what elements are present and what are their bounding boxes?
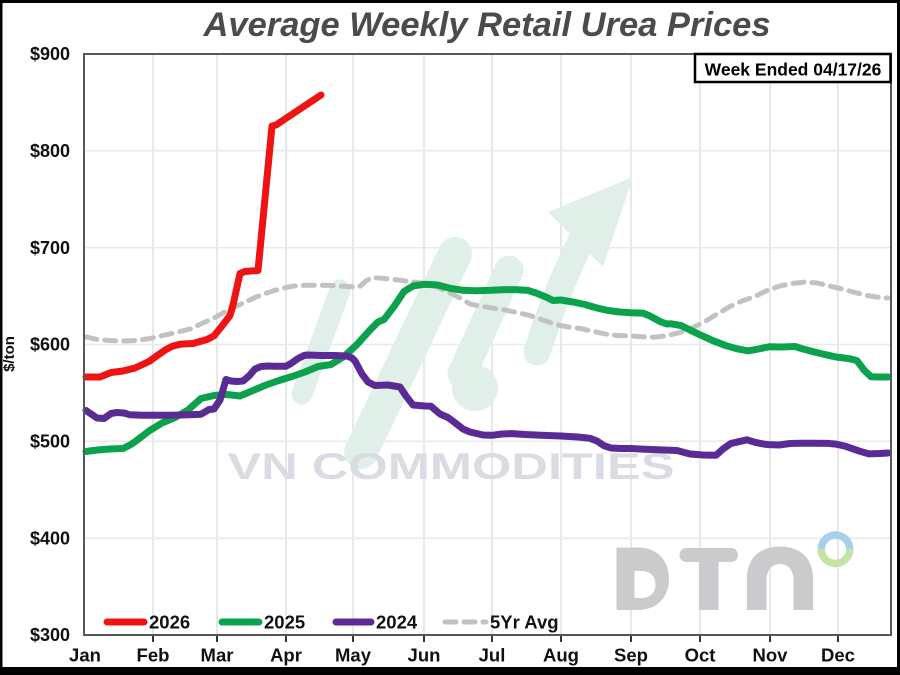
svg-text:Mar: Mar: [201, 645, 234, 666]
svg-text:Week Ended 04/17/26: Week Ended 04/17/26: [705, 60, 882, 80]
svg-text:2026: 2026: [149, 612, 190, 633]
svg-text:$600: $600: [30, 335, 70, 355]
svg-text:Jul: Jul: [479, 645, 506, 666]
svg-text:$800: $800: [30, 141, 70, 161]
svg-text:May: May: [335, 645, 372, 666]
svg-text:$700: $700: [30, 238, 70, 258]
svg-text:Jan: Jan: [69, 645, 101, 666]
svg-text:5Yr Avg: 5Yr Avg: [490, 612, 559, 633]
svg-text:$400: $400: [30, 528, 70, 548]
svg-text:VN COMMODITIES: VN COMMODITIES: [228, 446, 675, 487]
svg-text:2025: 2025: [264, 612, 305, 633]
svg-text:Oct: Oct: [685, 645, 716, 666]
svg-text:Feb: Feb: [137, 645, 170, 666]
svg-text:Average Weekly Retail Urea Pri: Average Weekly Retail Urea Prices: [202, 6, 770, 44]
svg-text:Dec: Dec: [821, 645, 855, 666]
svg-text:Apr: Apr: [270, 645, 302, 666]
svg-text:$/ton: $/ton: [1, 336, 18, 372]
svg-text:$500: $500: [30, 432, 70, 452]
svg-text:$900: $900: [30, 44, 70, 64]
svg-text:Nov: Nov: [753, 645, 789, 666]
svg-text:Aug: Aug: [543, 645, 579, 666]
svg-text:Jun: Jun: [408, 645, 441, 666]
svg-text:2024: 2024: [376, 612, 418, 633]
svg-text:Sep: Sep: [614, 645, 648, 666]
svg-text:$300: $300: [30, 625, 70, 645]
